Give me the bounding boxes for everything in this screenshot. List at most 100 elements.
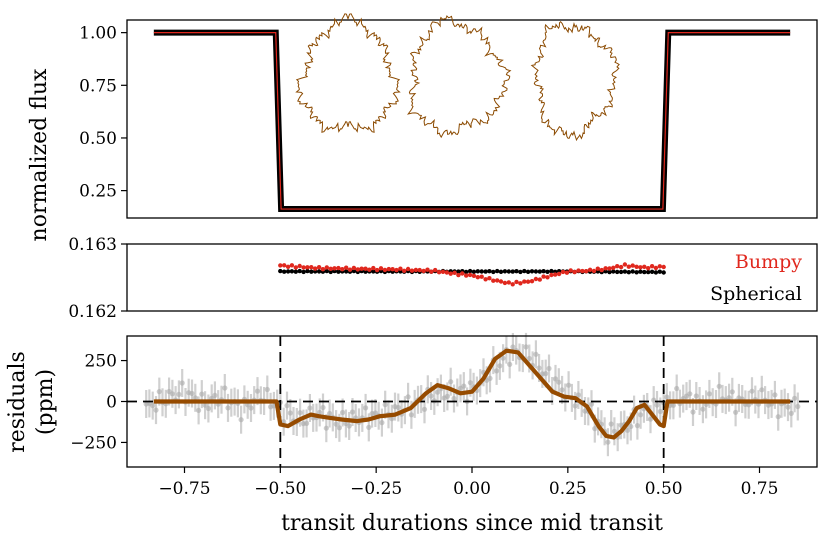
bumpy-radius-point <box>591 268 597 274</box>
residuals-y-tick-label: 0 <box>106 393 117 413</box>
spherical-radius-point <box>289 269 295 274</box>
flux-y-tick-label: 0.75 <box>79 76 117 96</box>
bumpy-radius-point <box>587 267 593 272</box>
bumpy-radius-point <box>584 269 589 274</box>
spherical-radius-point <box>456 269 461 274</box>
bumpy-radius-point <box>289 263 295 268</box>
bumpy-radius-point <box>285 264 291 269</box>
bumpy-radius-point <box>436 270 442 275</box>
residual-point <box>435 389 441 395</box>
planet-outline-icon <box>530 20 620 142</box>
residual-point <box>572 403 578 409</box>
residual-point <box>205 405 211 412</box>
residual-point <box>222 385 228 391</box>
residual-point <box>559 387 565 393</box>
x-tick-label: 0.00 <box>453 479 491 499</box>
spherical-radius-point <box>607 269 612 275</box>
legend-bumpy: Bumpy <box>735 251 802 273</box>
bumpy-radius-point <box>336 265 341 271</box>
residual-point <box>785 404 791 410</box>
bumpy-radius-point <box>371 265 376 271</box>
residual-point <box>556 379 562 385</box>
bumpy-radius-point <box>320 267 326 272</box>
bumpy-radius-point <box>642 264 647 269</box>
spherical-radius-point <box>545 269 550 274</box>
spherical-radius-point <box>611 269 616 274</box>
bumpy-radius-point <box>278 263 283 268</box>
bumpy-radius-point <box>394 267 399 273</box>
residual-point <box>608 421 614 427</box>
bumpy-radius-point <box>452 270 457 275</box>
residual-point <box>575 392 582 398</box>
residual-point <box>238 417 244 423</box>
bumpy-radius-point <box>440 269 446 274</box>
bumpy-radius-point <box>386 266 391 272</box>
bumpy-radius-point <box>347 267 353 272</box>
bumpy-radius-point <box>359 266 364 271</box>
spherical-radius-point <box>475 269 480 274</box>
radius-comparison-panel: 0.163 0.162 <box>68 235 818 322</box>
residual-point <box>176 391 182 397</box>
bumpy-radius-point <box>545 275 550 280</box>
residual-point <box>156 389 162 395</box>
spherical-radius-point <box>638 269 643 274</box>
bumpy-radius-point <box>576 268 581 273</box>
bumpy-radius-point <box>355 267 360 272</box>
spherical-radius-point <box>464 269 469 275</box>
bumpy-radius-point <box>618 264 624 270</box>
x-tick-label: 0.50 <box>645 479 683 499</box>
spherical-radius-point <box>618 269 624 275</box>
residual-point <box>700 406 706 412</box>
bumpy-radius-point <box>622 262 628 267</box>
residual-point <box>340 409 346 416</box>
bumpy-radius-point <box>301 265 306 270</box>
residual-point <box>189 390 195 397</box>
residual-point <box>333 421 339 427</box>
spherical-radius-point <box>491 269 496 275</box>
residual-point <box>647 416 654 422</box>
residuals-y-tick-label: 250 <box>85 352 117 372</box>
spherical-radius-point <box>282 269 287 274</box>
residuals-y-tick-label: −250 <box>70 433 117 453</box>
bumpy-radius-point <box>409 268 415 273</box>
bumpy-radius-point <box>626 264 631 269</box>
spherical-radius-point <box>278 268 283 274</box>
residual-point <box>526 355 532 362</box>
spherical-radius-point <box>336 269 341 274</box>
spherical-radius-point <box>467 268 473 274</box>
bumpy-radius-point <box>564 270 570 275</box>
bumpy-radius-point <box>444 270 449 275</box>
residual-point <box>716 383 722 389</box>
residual-point <box>323 425 329 431</box>
residual-model-curve <box>153 348 791 440</box>
bumpy-radius-point <box>340 267 345 272</box>
residual-point <box>497 363 503 369</box>
residual-point <box>605 439 611 445</box>
residual-point <box>336 425 342 431</box>
bumpy-radius-point <box>533 276 539 282</box>
bumpy-radius-point <box>363 266 368 271</box>
bumpy-radius-point <box>529 279 535 284</box>
residual-point <box>451 395 457 402</box>
spherical-radius-point <box>351 268 357 274</box>
spherical-radius-point <box>533 269 539 274</box>
spherical-radius-point <box>529 269 535 274</box>
residual-point <box>536 365 542 371</box>
bumpy-radius-point <box>522 279 527 284</box>
bumpy-radius-point <box>537 277 542 282</box>
x-tick-label: 0.25 <box>549 479 587 499</box>
residual-point <box>657 408 663 415</box>
bumpy-radius-point <box>653 265 659 271</box>
residual-point <box>592 426 598 432</box>
spherical-radius-point <box>371 269 376 274</box>
bumpy-radius-point <box>351 265 357 271</box>
residual-point <box>507 361 513 367</box>
residual-point <box>546 365 552 372</box>
spherical-radius-point <box>549 268 554 274</box>
spherical-radius-point <box>293 269 298 274</box>
x-tick-label: −0.50 <box>254 479 306 499</box>
radius-y-tick-label: 0.162 <box>68 302 117 322</box>
spherical-radius-point <box>541 269 546 274</box>
bumpy-radius-point <box>607 266 612 271</box>
spherical-radius-point <box>622 269 628 274</box>
